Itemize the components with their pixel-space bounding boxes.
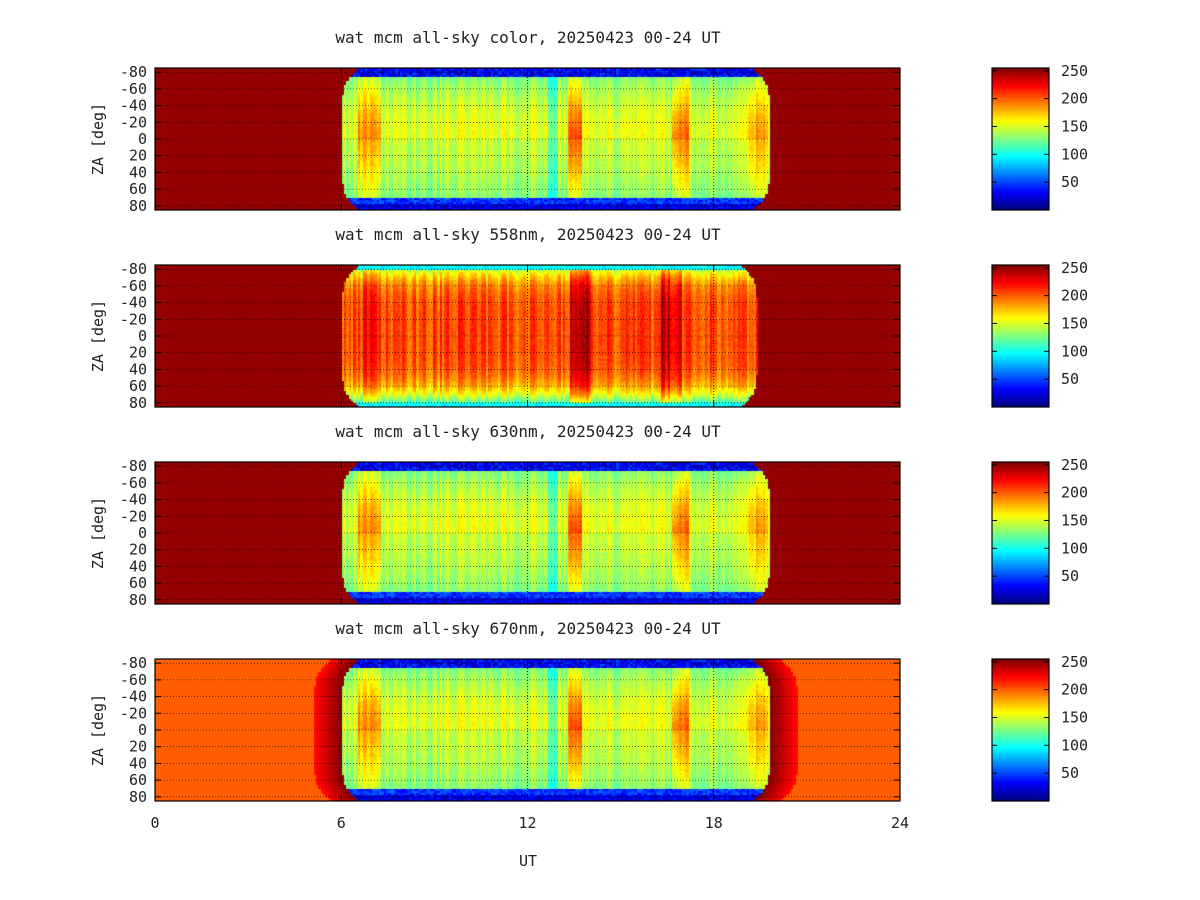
y-tick-label: 60 xyxy=(129,180,147,198)
y-tick-label: -20 xyxy=(120,310,147,328)
y-tick-label: -40 xyxy=(120,97,147,115)
y-tick-label: 80 xyxy=(129,197,147,215)
y-tick-label: -20 xyxy=(120,507,147,525)
y-tick-label: 0 xyxy=(138,130,147,148)
y-tick-label: 80 xyxy=(129,591,147,609)
y-tick-label: -60 xyxy=(120,671,147,689)
colorbar-tick-label: 250 xyxy=(1061,62,1088,80)
colorbar-tick-label: 50 xyxy=(1061,173,1079,191)
colorbar-tick-label: 250 xyxy=(1061,456,1088,474)
y-tick-label: 40 xyxy=(129,557,147,575)
panel-title: wat mcm all-sky 558nm, 20250423 00-24 UT xyxy=(335,225,721,244)
y-tick-label: 20 xyxy=(129,344,147,362)
y-tick-label: -80 xyxy=(120,654,147,672)
y-axis-label: ZA [deg] xyxy=(89,103,107,175)
y-axis-label: ZA [deg] xyxy=(89,497,107,569)
colorbar-frame xyxy=(991,461,1050,605)
colorbar-tick-label: 200 xyxy=(1061,90,1088,108)
y-tick-label: -20 xyxy=(120,113,147,131)
panel-670: wat mcm all-sky 670nm, 20250423 00-24 UT… xyxy=(89,619,1088,832)
y-tick-label: -40 xyxy=(120,294,147,312)
colorbar xyxy=(992,265,1049,407)
colorbar xyxy=(992,68,1049,210)
colorbar-tick-label: 100 xyxy=(1061,145,1088,163)
colorbar-tick-label: 200 xyxy=(1061,287,1088,305)
panel-558: wat mcm all-sky 558nm, 20250423 00-24 UT… xyxy=(89,225,1088,412)
y-tick-label: -60 xyxy=(120,474,147,492)
y-tick-label: -80 xyxy=(120,260,147,278)
y-tick-label: -20 xyxy=(120,704,147,722)
y-tick-label: 0 xyxy=(138,524,147,542)
colorbar-tick-label: 50 xyxy=(1061,567,1079,585)
y-tick-label: -40 xyxy=(120,688,147,706)
colorbar-tick-label: 250 xyxy=(1061,653,1088,671)
x-tick-label: 18 xyxy=(705,814,723,832)
y-tick-label: 80 xyxy=(129,788,147,806)
panel-title: wat mcm all-sky 670nm, 20250423 00-24 UT xyxy=(335,619,721,638)
y-tick-label: -60 xyxy=(120,277,147,295)
colorbar-tick-label: 100 xyxy=(1061,736,1088,754)
y-tick-label: -80 xyxy=(120,63,147,81)
colorbar-frame xyxy=(991,264,1050,408)
colorbar-tick-label: 200 xyxy=(1061,681,1088,699)
panel-title: wat mcm all-sky color, 20250423 00-24 UT xyxy=(335,28,721,47)
colorbar xyxy=(992,462,1049,604)
y-tick-label: 0 xyxy=(138,721,147,739)
colorbar-tick-label: 50 xyxy=(1061,370,1079,388)
y-tick-label: 40 xyxy=(129,360,147,378)
y-tick-label: 40 xyxy=(129,163,147,181)
y-tick-label: 80 xyxy=(129,394,147,412)
y-tick-label: 20 xyxy=(129,147,147,165)
y-tick-label: -80 xyxy=(120,457,147,475)
y-tick-label: 20 xyxy=(129,738,147,756)
y-tick-label: 60 xyxy=(129,377,147,395)
x-tick-label: 12 xyxy=(518,814,536,832)
x-axis-label: UT xyxy=(519,852,537,870)
panels: wat mcm all-sky color, 20250423 00-24 UT… xyxy=(89,28,1088,832)
y-axis-label: ZA [deg] xyxy=(89,300,107,372)
colorbar-tick-label: 100 xyxy=(1061,539,1088,557)
colorbar-tick-label: 150 xyxy=(1061,117,1088,135)
x-tick-label: 24 xyxy=(891,814,909,832)
colorbar xyxy=(992,659,1049,801)
y-tick-label: -60 xyxy=(120,80,147,98)
y-tick-label: 40 xyxy=(129,754,147,772)
colorbar-tick-label: 200 xyxy=(1061,484,1088,502)
panel-color: wat mcm all-sky color, 20250423 00-24 UT… xyxy=(89,28,1088,215)
y-tick-label: 0 xyxy=(138,327,147,345)
colorbar-frame xyxy=(991,67,1050,211)
y-tick-label: 60 xyxy=(129,574,147,592)
colorbar-tick-label: 150 xyxy=(1061,708,1088,726)
y-axis-label: ZA [deg] xyxy=(89,694,107,766)
panel-title: wat mcm all-sky 630nm, 20250423 00-24 UT xyxy=(335,422,721,441)
colorbar-tick-label: 50 xyxy=(1061,764,1079,782)
x-tick-label: 6 xyxy=(337,814,346,832)
colorbar-frame xyxy=(991,658,1050,802)
y-tick-label: 60 xyxy=(129,771,147,789)
colorbar-tick-label: 150 xyxy=(1061,314,1088,332)
y-tick-label: 20 xyxy=(129,541,147,559)
y-tick-label: -40 xyxy=(120,491,147,509)
panel-630: wat mcm all-sky 630nm, 20250423 00-24 UT… xyxy=(89,422,1088,609)
colorbar-tick-label: 150 xyxy=(1061,511,1088,529)
x-tick-label: 0 xyxy=(150,814,159,832)
colorbar-tick-label: 250 xyxy=(1061,259,1088,277)
colorbar-tick-label: 100 xyxy=(1061,342,1088,360)
